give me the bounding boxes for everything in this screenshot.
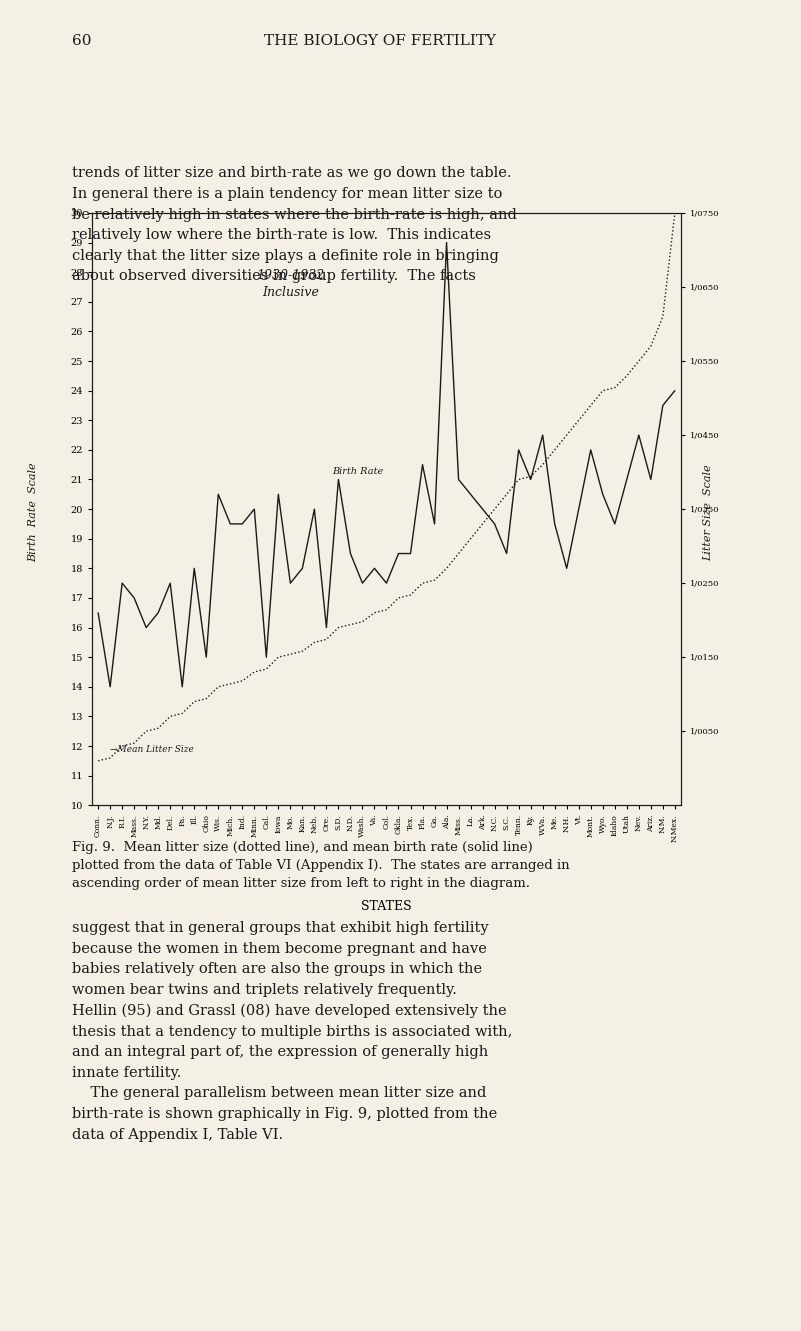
Text: trends of litter size and birth-rate as we go down the table.
In general there i: trends of litter size and birth-rate as … bbox=[72, 166, 517, 284]
Text: 1930-1932
Inclusive: 1930-1932 Inclusive bbox=[256, 269, 324, 299]
Text: →Mean Litter Size: →Mean Litter Size bbox=[111, 745, 194, 753]
Text: Litter Size  Scale: Litter Size Scale bbox=[703, 465, 713, 560]
Text: Fig. 9.  Mean litter size (dotted line), and mean birth rate (solid line)
plotte: Fig. 9. Mean litter size (dotted line), … bbox=[72, 841, 570, 890]
X-axis label: STATES: STATES bbox=[361, 900, 412, 913]
Text: THE BIOLOGY OF FERTILITY: THE BIOLOGY OF FERTILITY bbox=[264, 35, 497, 48]
Text: Birth Rate: Birth Rate bbox=[332, 467, 384, 475]
Text: 60: 60 bbox=[72, 35, 91, 48]
Text: Birth  Rate  Scale: Birth Rate Scale bbox=[28, 463, 38, 562]
Text: suggest that in general groups that exhibit high fertility
because the women in : suggest that in general groups that exhi… bbox=[72, 921, 513, 1142]
